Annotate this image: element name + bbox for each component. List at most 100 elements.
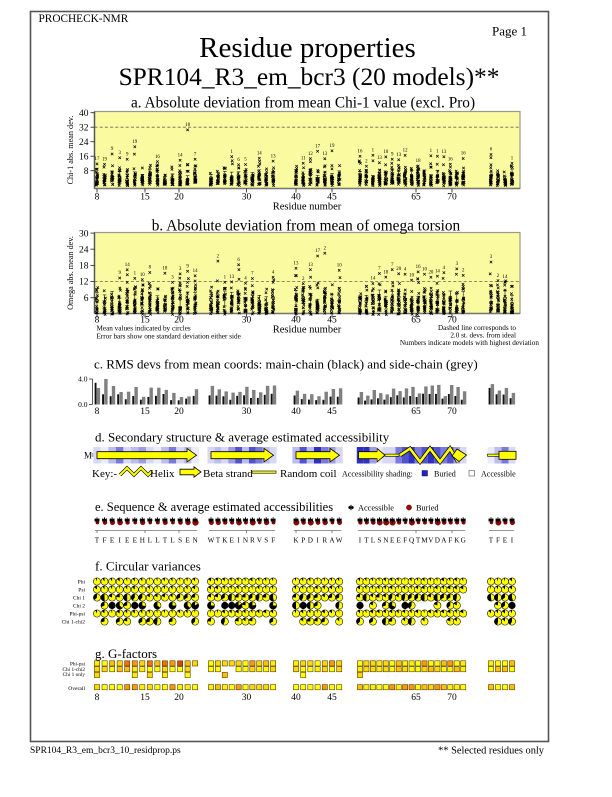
svg-text:Page 1: Page 1 — [492, 24, 527, 39]
svg-text:Chi 1-chi2: Chi 1-chi2 — [62, 620, 86, 626]
svg-text:1: 1 — [224, 275, 227, 280]
svg-text:D: D — [308, 537, 313, 545]
svg-text:F: F — [271, 537, 275, 545]
svg-text:SPR104_R3_em_bcr3_10_residprop: SPR104_R3_em_bcr3_10_residprop.ps — [30, 746, 181, 756]
svg-text:70: 70 — [447, 693, 457, 703]
svg-text:d. Secondary structure & avera: d. Secondary structure & average estimat… — [95, 430, 390, 445]
svg-text:2: 2 — [302, 277, 305, 282]
svg-text:L: L — [170, 537, 174, 545]
svg-text:E: E — [390, 537, 395, 545]
svg-text:D: D — [435, 537, 440, 545]
svg-text:45: 45 — [327, 693, 337, 703]
svg-text:K: K — [222, 537, 228, 545]
svg-text:15: 15 — [140, 193, 150, 203]
svg-text:20: 20 — [174, 407, 184, 417]
svg-text:18: 18 — [79, 262, 89, 272]
svg-text:M: M — [421, 537, 428, 545]
svg-text:16: 16 — [358, 150, 363, 155]
svg-text:Chi-1 abs. mean dev.: Chi-1 abs. mean dev. — [66, 116, 75, 185]
svg-text:S: S — [264, 537, 268, 545]
svg-text:7: 7 — [251, 272, 254, 277]
svg-text:7: 7 — [378, 267, 381, 272]
svg-text:65: 65 — [411, 693, 421, 703]
svg-text:8: 8 — [149, 266, 152, 271]
svg-text:L: L — [148, 537, 152, 545]
svg-text:E: E — [110, 537, 115, 545]
svg-text:T: T — [95, 537, 100, 545]
svg-text:F: F — [403, 537, 407, 545]
svg-text:15: 15 — [140, 316, 150, 326]
svg-text:Residue number: Residue number — [273, 202, 342, 213]
svg-text:K: K — [293, 537, 299, 545]
svg-text:N: N — [192, 537, 198, 545]
svg-text:18: 18 — [416, 159, 421, 164]
svg-text:4.0: 4.0 — [78, 375, 88, 384]
svg-text:13: 13 — [396, 153, 401, 158]
svg-text:10: 10 — [140, 273, 145, 278]
svg-text:14: 14 — [503, 275, 508, 280]
svg-text:4: 4 — [404, 267, 407, 272]
svg-text:e. Sequence & average estimate: e. Sequence & average estimated accessib… — [95, 500, 333, 514]
svg-text:N: N — [243, 537, 249, 545]
svg-text:2: 2 — [462, 269, 465, 274]
svg-text:A: A — [441, 537, 447, 545]
svg-text:14: 14 — [370, 277, 375, 282]
svg-text:8: 8 — [95, 693, 100, 703]
svg-text:Chi 1-chi2: Chi 1-chi2 — [62, 667, 85, 673]
svg-text:15: 15 — [140, 407, 150, 417]
svg-text:I: I — [359, 537, 362, 545]
svg-text:17: 17 — [315, 249, 320, 254]
svg-text:3: 3 — [456, 262, 459, 267]
svg-text:W: W — [336, 537, 343, 545]
svg-text:19: 19 — [330, 144, 335, 149]
svg-text:W: W — [208, 537, 215, 545]
svg-text:20: 20 — [428, 271, 433, 276]
svg-text:12: 12 — [79, 278, 89, 288]
svg-text:Phi-psi: Phi-psi — [69, 612, 85, 618]
svg-text:E: E — [397, 537, 402, 545]
svg-text:1: 1 — [436, 149, 439, 154]
svg-text:8: 8 — [84, 167, 89, 177]
svg-text:3: 3 — [171, 276, 174, 281]
svg-text:E: E — [230, 537, 235, 545]
svg-text:40: 40 — [291, 193, 301, 203]
svg-text:R: R — [322, 537, 327, 545]
svg-text:12: 12 — [308, 152, 313, 157]
svg-text:13: 13 — [322, 152, 327, 157]
svg-text:24: 24 — [79, 245, 89, 255]
svg-text:45: 45 — [327, 407, 337, 417]
svg-text:G: G — [461, 537, 466, 545]
svg-text:T: T — [163, 537, 168, 545]
svg-text:3: 3 — [490, 255, 493, 260]
svg-text:2: 2 — [365, 160, 368, 165]
svg-text:1: 1 — [134, 272, 137, 277]
svg-text:30: 30 — [242, 693, 252, 703]
svg-text:Numbers indicate models with h: Numbers indicate models with highest dev… — [400, 339, 540, 347]
svg-text:2: 2 — [497, 274, 500, 279]
svg-text:13: 13 — [441, 150, 446, 155]
svg-text:f. Circular variances: f. Circular variances — [95, 559, 201, 574]
svg-text:18: 18 — [185, 123, 190, 128]
svg-text:0.0: 0.0 — [78, 400, 88, 409]
svg-text:Q: Q — [409, 537, 415, 545]
svg-text:P: P — [301, 537, 305, 545]
svg-text:70: 70 — [447, 407, 457, 417]
svg-text:20: 20 — [174, 316, 184, 326]
svg-text:18: 18 — [162, 266, 167, 271]
svg-text:Phi-psi: Phi-psi — [70, 662, 86, 668]
svg-text:15: 15 — [140, 693, 150, 703]
svg-text:Overall: Overall — [68, 686, 85, 692]
svg-text:Mean values indicated by circl: Mean values indicated by circles — [97, 325, 191, 333]
svg-text:1: 1 — [230, 150, 233, 155]
svg-text:8: 8 — [95, 193, 100, 203]
svg-text:11: 11 — [301, 156, 306, 161]
svg-text:Error bars show one standard d: Error bars show one standard deviation e… — [97, 333, 241, 341]
svg-text:R: R — [250, 537, 255, 545]
svg-text:14: 14 — [125, 263, 130, 268]
svg-text:13: 13 — [377, 156, 382, 161]
svg-text:Helix: Helix — [150, 468, 175, 480]
svg-text:I: I — [118, 537, 121, 545]
svg-text:Chi 2: Chi 2 — [73, 604, 85, 610]
svg-text:PROCHECK-NMR: PROCHECK-NMR — [39, 13, 129, 25]
svg-text:I: I — [237, 537, 240, 545]
